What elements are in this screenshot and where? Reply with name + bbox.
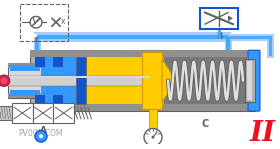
- Bar: [164, 57, 247, 104]
- Bar: [53, 103, 74, 123]
- Bar: [247, 61, 252, 100]
- Bar: [20, 4, 68, 41]
- Bar: [35, 95, 45, 104]
- Bar: [9, 68, 41, 93]
- Bar: [8, 63, 42, 98]
- Text: B: B: [216, 32, 222, 41]
- Text: PV001.COM: PV001.COM: [18, 129, 62, 138]
- Bar: [10, 90, 40, 96]
- Bar: [35, 57, 45, 67]
- Bar: [0, 106, 12, 120]
- Bar: [8, 93, 42, 98]
- Text: A: A: [39, 126, 46, 135]
- Circle shape: [1, 77, 8, 84]
- Bar: [245, 59, 255, 102]
- Circle shape: [0, 75, 10, 86]
- Circle shape: [151, 136, 155, 139]
- Polygon shape: [228, 15, 233, 21]
- Bar: [200, 8, 238, 29]
- Bar: [30, 50, 255, 111]
- Circle shape: [39, 134, 43, 138]
- Text: II: II: [250, 120, 276, 147]
- FancyBboxPatch shape: [248, 50, 260, 111]
- Circle shape: [35, 130, 47, 142]
- Bar: [53, 95, 63, 104]
- Bar: [8, 63, 42, 68]
- Bar: [142, 52, 162, 109]
- Bar: [30, 104, 255, 111]
- Bar: [0, 76, 150, 86]
- Bar: [30, 50, 255, 57]
- Circle shape: [144, 128, 162, 146]
- Text: x: x: [61, 17, 66, 26]
- Bar: [10, 65, 40, 71]
- Bar: [53, 57, 63, 67]
- Text: C: C: [202, 119, 209, 129]
- Bar: [86, 57, 162, 104]
- Bar: [12, 103, 33, 123]
- Bar: [33, 103, 53, 123]
- Polygon shape: [162, 59, 176, 102]
- Bar: [0, 76, 150, 78]
- Bar: [149, 109, 157, 128]
- Bar: [35, 57, 88, 104]
- Bar: [76, 57, 86, 104]
